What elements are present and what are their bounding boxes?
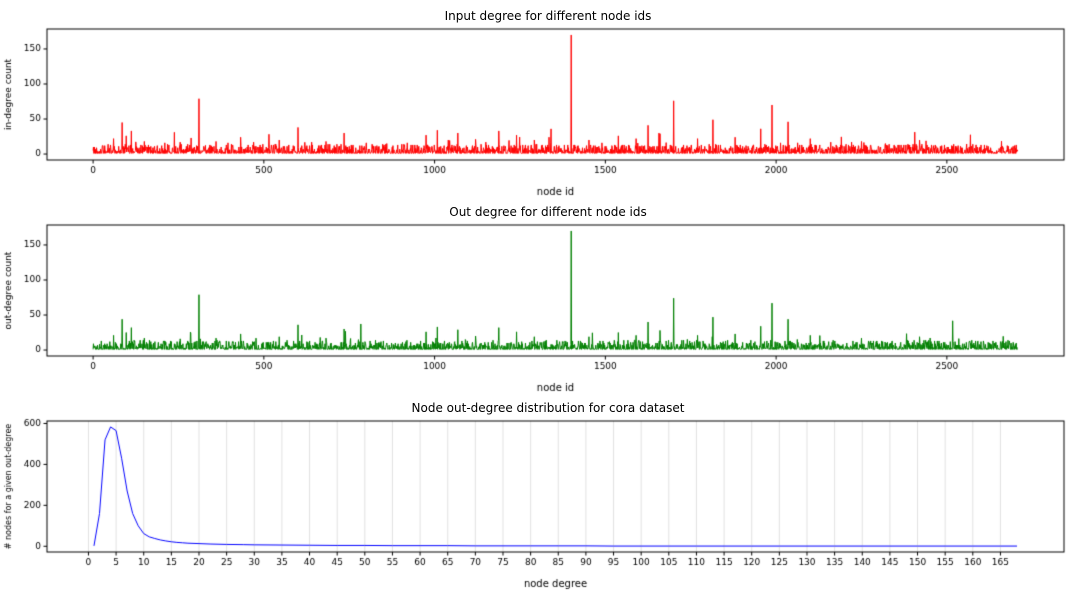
degree-distribution-chart-title: Node out-degree distribution for cora da… — [411, 401, 685, 415]
degree-distribution-chart-canvas — [0, 416, 1080, 594]
out-degree-chart-title: Out degree for different node ids — [449, 205, 647, 219]
input-degree-chart-title: Input degree for different node ids — [444, 9, 652, 23]
input-degree-chart-canvas — [0, 24, 1080, 202]
figure-degree-distribution: Node out-degree distribution for cora da… — [0, 400, 1080, 594]
figure-input-degree: Input degree for different node ids — [0, 8, 1080, 202]
out-degree-chart-canvas — [0, 220, 1080, 398]
figure-out-degree: Out degree for different node ids — [0, 204, 1080, 398]
